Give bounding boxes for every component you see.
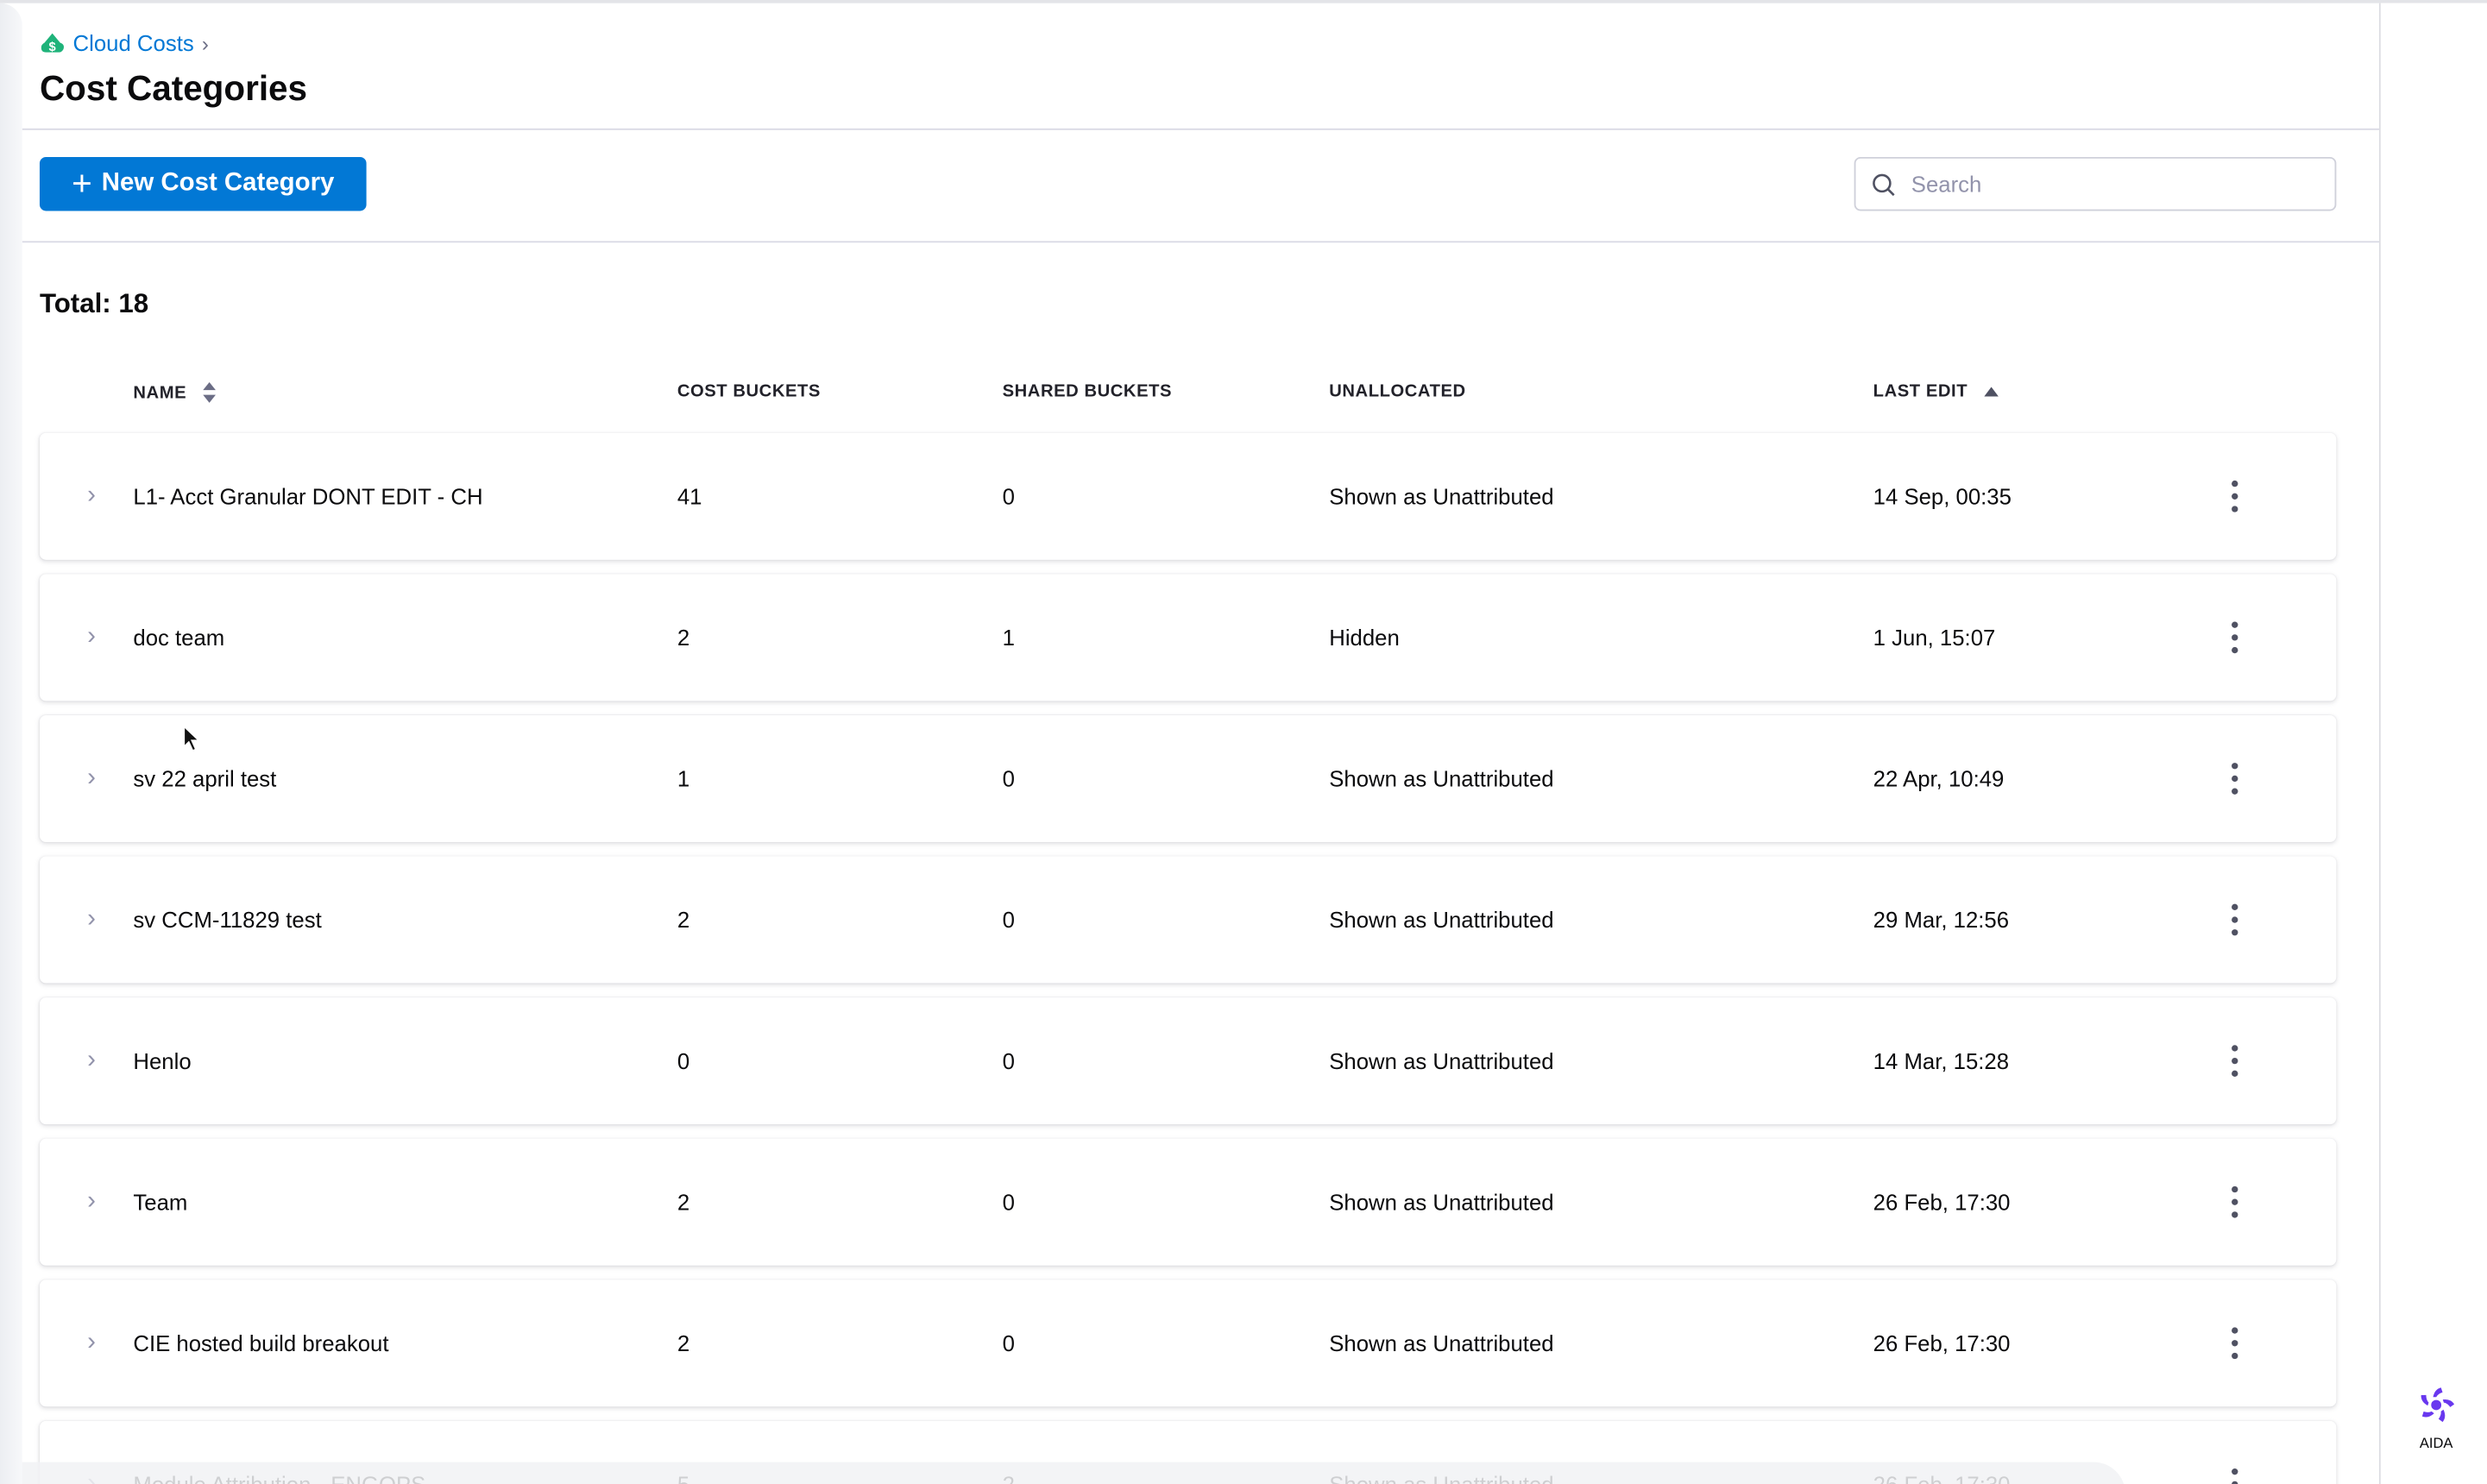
expand-chevron-icon[interactable]: › (87, 1187, 96, 1215)
row-cost-buckets: 2 (677, 1189, 690, 1215)
row-cost-buckets: 2 (677, 625, 690, 651)
row-shared-buckets: 0 (1002, 1330, 1015, 1356)
expand-chevron-icon[interactable]: › (87, 481, 96, 509)
header-name-label: NAME (133, 382, 187, 402)
row-name[interactable]: Henlo (133, 1047, 192, 1074)
row-name[interactable]: sv CCM-11829 test (133, 907, 322, 933)
table-row[interactable]: › sv CCM-11829 test 2 0 Shown as Unattri… (39, 856, 2337, 984)
row-shared-buckets: 0 (1002, 907, 1015, 933)
bottom-overlay (0, 1462, 2125, 1484)
total-count: Total: 18 (39, 288, 149, 319)
more-options-icon[interactable] (2226, 480, 2245, 512)
table-row[interactable]: › sv 22 april test 1 0 Shown as Unattrib… (39, 714, 2337, 842)
row-cost-buckets: 41 (677, 483, 702, 509)
divider (22, 241, 2380, 243)
row-cost-buckets: 0 (677, 1047, 690, 1074)
row-shared-buckets: 0 (1002, 1189, 1015, 1215)
search-input[interactable] (1908, 169, 2311, 198)
row-shared-buckets: 0 (1002, 1047, 1015, 1074)
header-last-edit-label: LAST EDIT (1873, 381, 1968, 402)
row-cost-buckets: 1 (677, 765, 690, 792)
row-unallocated: Shown as Unattributed (1329, 907, 1554, 933)
more-options-icon[interactable] (2226, 1045, 2245, 1078)
row-name[interactable]: sv 22 april test (133, 765, 277, 792)
row-last-edit: 26 Feb, 17:30 (1873, 1330, 2011, 1356)
expand-chevron-icon[interactable]: › (87, 1047, 96, 1074)
table-row[interactable]: › L1- Acct Granular DONT EDIT - CH 41 0 … (39, 432, 2337, 560)
row-shared-buckets: 0 (1002, 483, 1015, 509)
row-cost-buckets: 2 (677, 1330, 690, 1356)
plus-icon: + (72, 163, 92, 204)
new-cost-category-label: New Cost Category (101, 169, 335, 197)
row-name[interactable]: L1- Acct Granular DONT EDIT - CH (133, 483, 483, 509)
row-unallocated: Shown as Unattributed (1329, 1330, 1554, 1356)
row-last-edit: 14 Sep, 00:35 (1873, 483, 2012, 509)
aida-button[interactable]: AIDA (2414, 1385, 2458, 1451)
more-options-icon[interactable] (2226, 1185, 2245, 1218)
header-cost-buckets: COST BUCKETS (677, 381, 821, 402)
row-shared-buckets: 0 (1002, 765, 1015, 792)
more-options-icon[interactable] (2226, 1327, 2245, 1360)
top-border (0, 0, 2487, 3)
row-name[interactable]: CIE hosted build breakout (133, 1330, 389, 1356)
table-row[interactable]: › Henlo 0 0 Shown as Unattributed 14 Mar… (39, 997, 2337, 1125)
row-last-edit: 22 Apr, 10:49 (1873, 765, 2005, 792)
main-content: $ Cloud Costs › Cost Categories + New Co… (0, 3, 2381, 1484)
row-name[interactable]: Team (133, 1189, 188, 1215)
more-options-icon[interactable] (2226, 903, 2245, 936)
row-last-edit: 26 Feb, 17:30 (1873, 1189, 2011, 1215)
sort-icon[interactable] (202, 381, 216, 403)
svg-text:$: $ (49, 41, 56, 54)
aida-icon (2418, 1387, 2455, 1424)
row-last-edit: 29 Mar, 12:56 (1873, 907, 2010, 933)
row-unallocated: Shown as Unattributed (1329, 765, 1554, 792)
search-box[interactable] (1854, 156, 2337, 211)
row-cost-buckets: 2 (677, 907, 690, 933)
table-row[interactable]: › doc team 2 1 Hidden 1 Jun, 15:07 (39, 574, 2337, 701)
breadcrumb-cloud-costs[interactable]: Cloud Costs (72, 29, 194, 56)
search-icon (1873, 173, 1895, 196)
table-row[interactable]: › CIE hosted build breakout 2 0 Shown as… (39, 1280, 2337, 1407)
row-unallocated: Shown as Unattributed (1329, 1189, 1554, 1215)
right-panel (2380, 3, 2487, 1484)
new-cost-category-button[interactable]: + New Cost Category (39, 156, 367, 211)
header-name[interactable]: NAME (133, 381, 216, 403)
row-unallocated: Shown as Unattributed (1329, 1047, 1554, 1074)
aida-label: AIDA (2419, 1435, 2453, 1451)
table-row[interactable]: › Team 2 0 Shown as Unattributed 26 Feb,… (39, 1138, 2337, 1266)
chevron-right-icon: › (201, 30, 209, 55)
expand-chevron-icon[interactable]: › (87, 905, 96, 933)
row-unallocated: Shown as Unattributed (1329, 483, 1554, 509)
divider (22, 128, 2380, 130)
left-shadow (0, 3, 22, 1484)
more-options-icon[interactable] (2226, 763, 2245, 795)
breadcrumb[interactable]: $ Cloud Costs › (40, 30, 209, 55)
more-options-icon[interactable] (2226, 621, 2245, 654)
cloud-costs-icon: $ (41, 33, 64, 54)
expand-chevron-icon[interactable]: › (87, 764, 96, 792)
row-last-edit: 14 Mar, 15:28 (1873, 1047, 2010, 1074)
page-title: Cost Categories (39, 68, 308, 108)
more-options-icon[interactable] (2226, 1468, 2245, 1484)
row-last-edit: 1 Jun, 15:07 (1873, 625, 1996, 651)
sort-ascending-icon[interactable] (1983, 387, 1999, 397)
expand-chevron-icon[interactable]: › (87, 1329, 96, 1356)
header-unallocated: UNALLOCATED (1329, 381, 1466, 402)
row-name[interactable]: doc team (133, 625, 225, 651)
expand-chevron-icon[interactable]: › (87, 623, 96, 651)
header-last-edit[interactable]: LAST EDIT (1873, 381, 1999, 402)
header-shared-buckets: SHARED BUCKETS (1002, 381, 1173, 402)
row-unallocated: Hidden (1329, 625, 1400, 651)
row-shared-buckets: 1 (1002, 625, 1015, 651)
mouse-cursor-icon (183, 724, 201, 752)
